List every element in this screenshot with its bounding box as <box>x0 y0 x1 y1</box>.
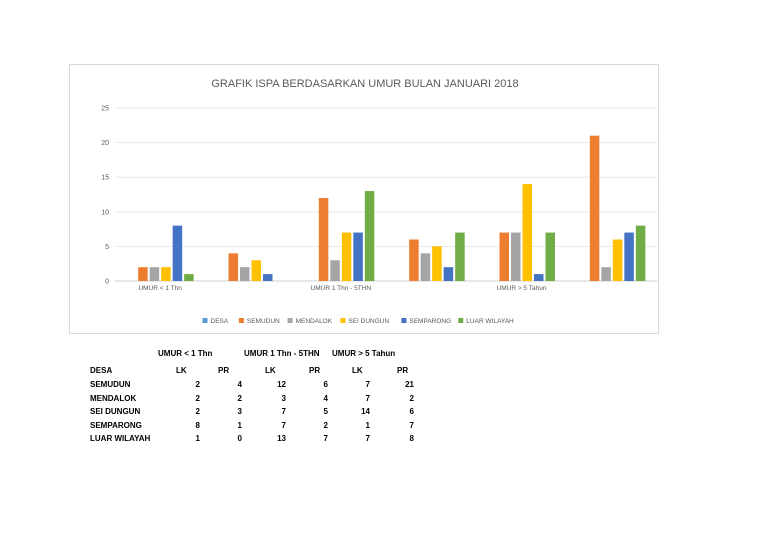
category-label: UMUR 1 Thn - 5THN <box>311 285 372 292</box>
legend-label: DESA <box>211 318 229 325</box>
table-sub-header: PR <box>397 366 409 375</box>
bar-sei-dungun <box>432 246 442 281</box>
table-sub-header: LK <box>352 366 363 375</box>
table-sub-header: PR <box>218 366 230 375</box>
bar-semparong <box>263 274 273 281</box>
table-cell: 13 <box>277 434 286 443</box>
y-tick-label: 20 <box>101 140 109 147</box>
table-cell: 5 <box>323 407 328 416</box>
bar-sei-dungun <box>612 239 623 281</box>
legend-swatch <box>238 318 244 323</box>
legend-label: SEI DUNGUN <box>348 318 389 325</box>
bar-semparong <box>172 225 183 281</box>
bar-mendalok <box>601 267 611 281</box>
table-sub-header: LK <box>176 366 187 375</box>
bar-semparong <box>443 267 454 281</box>
bar-mendalok <box>149 267 160 281</box>
legend-swatch <box>458 318 464 323</box>
table-cell: 2 <box>195 393 200 403</box>
table-sub-header: LK <box>265 366 276 375</box>
legend-label: SEMPARONG <box>409 318 451 325</box>
table-cell: 7 <box>281 407 286 416</box>
table-sub-header: PR <box>309 366 321 375</box>
bar-luar-wilayah <box>184 274 194 281</box>
table-cell: 7 <box>281 420 286 430</box>
bar-semudun <box>409 239 419 281</box>
chart-title: GRAFIK ISPA BERDASARKAN UMUR BULAN JANUA… <box>211 78 518 90</box>
bar-sei-dungun <box>341 232 352 281</box>
bar-mendalok <box>330 260 340 281</box>
table-cell: 12 <box>277 380 286 389</box>
table-cell: 7 <box>365 393 370 403</box>
table-cell: 7 <box>365 434 370 443</box>
table-cell: 8 <box>409 434 414 443</box>
legend-swatch <box>340 318 346 323</box>
table-cell: 3 <box>281 393 286 403</box>
table-cell: 6 <box>323 380 328 389</box>
category-label: UMUR > 5 Tahun <box>497 285 547 292</box>
table-cell: 6 <box>409 407 414 416</box>
category-label: UMUR < 1 Thn <box>138 285 182 292</box>
bar-semudun <box>318 197 329 281</box>
table-cell: 14 <box>361 407 370 416</box>
bar-luar-wilayah <box>635 225 646 281</box>
y-tick-label: 5 <box>105 244 109 251</box>
table-group-header: UMUR < 1 Thn <box>158 349 213 358</box>
legend-label: SEMUDUN <box>247 318 280 325</box>
bar-semparong <box>534 274 544 281</box>
bar-luar-wilayah <box>364 191 375 281</box>
bar-semudun <box>138 267 148 281</box>
table-cell: 21 <box>405 380 414 389</box>
table-cell: 3 <box>237 407 242 416</box>
table-cell: 2 <box>237 393 242 403</box>
bar-sei-dungun <box>522 184 532 281</box>
table-cell: 7 <box>409 420 414 430</box>
bar-luar-wilayah <box>545 232 555 281</box>
table-cell: 2 <box>323 420 328 430</box>
bar-semudun <box>228 253 238 281</box>
bar-chart: GRAFIK ISPA BERDASARKAN UMUR BULAN JANUA… <box>101 78 657 325</box>
chart-frame: GRAFIK ISPA BERDASARKAN UMUR BULAN JANUA… <box>69 64 659 334</box>
bar-semparong <box>624 232 634 281</box>
table-corner-label: DESA <box>90 366 113 375</box>
table-cell: 2 <box>409 393 414 403</box>
table-cell: 4 <box>237 380 242 389</box>
table-row-label: LUAR WILAYAH <box>90 434 151 443</box>
bar-mendalok <box>240 267 250 281</box>
y-tick-label: 25 <box>101 106 109 113</box>
legend-label: MENDALOK <box>296 318 333 325</box>
y-tick-label: 15 <box>101 175 109 182</box>
table-cell: 2 <box>195 380 200 389</box>
bar-mendalok <box>420 253 431 281</box>
table-cell: 0 <box>237 434 242 443</box>
table-group-header: UMUR 1 Thn - 5THN <box>244 349 320 358</box>
table-cell: 1 <box>365 420 370 430</box>
table-cell: 2 <box>195 407 200 416</box>
table-cell: 1 <box>237 420 242 430</box>
table-cell: 7 <box>323 434 328 443</box>
table-row-label: SEMPARONG <box>90 420 142 430</box>
bar-luar-wilayah <box>455 232 465 281</box>
table-cell: 7 <box>365 380 370 389</box>
y-tick-label: 10 <box>101 209 109 216</box>
bar-semudun <box>499 232 509 281</box>
legend-label: LUAR WILAYAH <box>466 318 514 325</box>
table-cell: 4 <box>323 393 328 403</box>
legend-swatch <box>401 318 407 323</box>
table-cell: 8 <box>195 420 200 430</box>
table-row-label: SEMUDUN <box>90 380 131 389</box>
bar-semparong <box>353 232 363 281</box>
bar-mendalok <box>511 232 521 281</box>
bar-semudun <box>589 135 600 281</box>
table-group-header: UMUR > 5 Tahun <box>332 349 396 358</box>
table-row-label: SEI DUNGUN <box>90 407 141 416</box>
bar-sei-dungun <box>161 267 171 281</box>
legend-swatch <box>287 318 293 323</box>
legend-swatch <box>202 318 208 323</box>
table-cell: 1 <box>195 434 200 443</box>
y-tick-label: 0 <box>105 279 109 286</box>
bar-sei-dungun <box>251 260 261 281</box>
table-row-label: MENDALOK <box>90 393 137 403</box>
